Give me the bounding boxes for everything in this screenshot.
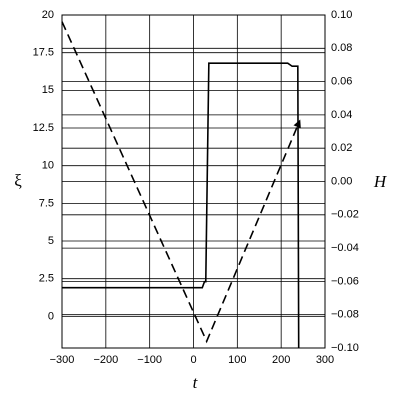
y2-tick-label: −0.04	[331, 242, 359, 254]
dashed-line	[61, 21, 301, 344]
x-tick-label: −200	[93, 354, 118, 366]
y-tick-label: 20	[42, 9, 54, 21]
y-tick-label: 7.5	[39, 197, 54, 209]
y-tick-label: 0	[48, 310, 54, 322]
y2-tick-label: 0.00	[331, 175, 352, 187]
solid-line	[62, 62, 300, 349]
y-axis-label: ξ	[14, 171, 22, 190]
y2-tick-label: 0.10	[331, 9, 352, 21]
x-tick-label: −300	[50, 354, 75, 366]
y-tick-label: 15	[42, 84, 54, 96]
x-tick-label: 200	[272, 354, 290, 366]
y-tick-label: 17.5	[33, 47, 54, 59]
y-tick-label: 5	[48, 235, 54, 247]
y2-tick-label: 0.04	[331, 109, 352, 121]
x-tick-label: 0	[190, 354, 196, 366]
x-tick-label: 300	[316, 354, 334, 366]
y2-tick-label: −0.08	[331, 309, 359, 321]
x-tick-label: −100	[137, 354, 162, 366]
y2-tick-label: −0.06	[331, 275, 359, 287]
y2-tick-label: −0.10	[331, 342, 359, 354]
y2-tick-label: −0.02	[331, 209, 359, 221]
y2-tick-label: 0.02	[331, 142, 352, 154]
x-axis-label: t	[193, 373, 199, 392]
y2-axis-label: H	[373, 172, 388, 191]
y2-tick-label: 0.06	[331, 76, 352, 88]
y-tick-label: 10	[42, 160, 54, 172]
y-tick-label: 12.5	[33, 122, 54, 134]
y2-tick-label: 0.08	[331, 42, 352, 54]
y-tick-label: 2.5	[39, 273, 54, 285]
x-tick-label: 100	[228, 354, 246, 366]
